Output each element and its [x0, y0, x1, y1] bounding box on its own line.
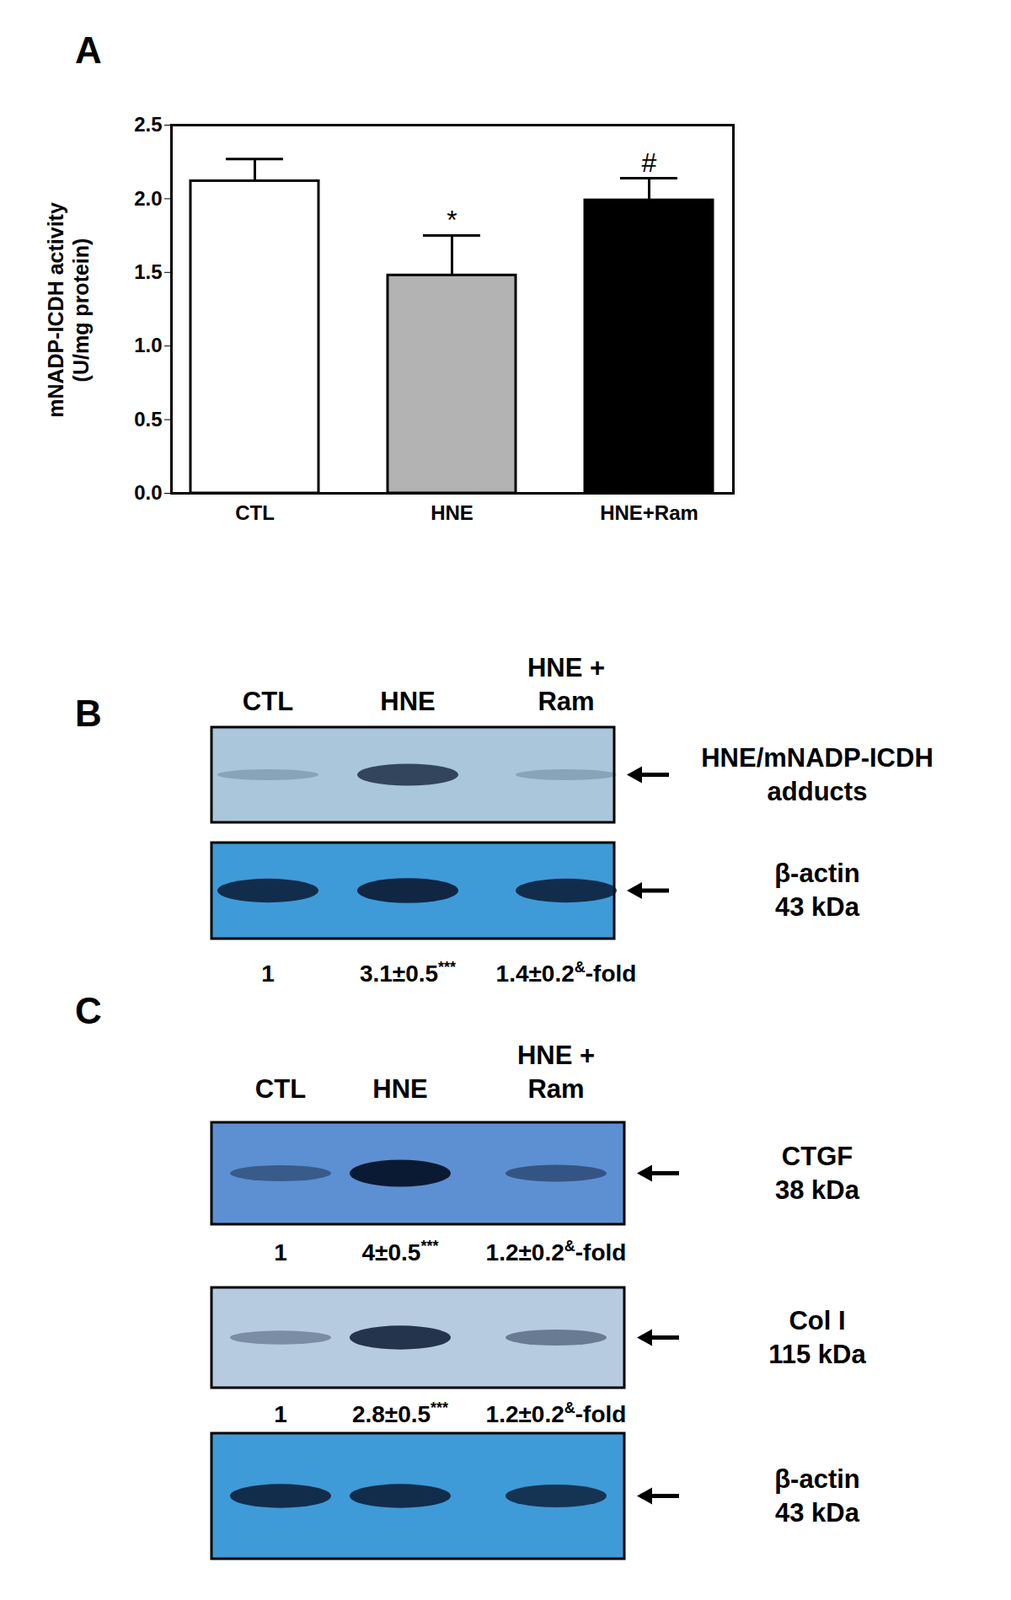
svg-text:CTL: CTL	[235, 501, 275, 525]
svg-text:2.8±0.5***: 2.8±0.5***	[352, 1399, 449, 1428]
svg-text:CTL: CTL	[255, 1074, 306, 1104]
svg-text:3.1±0.5***: 3.1±0.5***	[359, 958, 456, 987]
svg-text:C: C	[74, 989, 102, 1032]
svg-text:*: *	[446, 204, 457, 236]
svg-text:A: A	[74, 29, 102, 71]
svg-text:β-actin43 kDa: β-actin43 kDa	[774, 1464, 861, 1528]
svg-text:CTL: CTL	[242, 686, 294, 717]
svg-text:1: 1	[261, 960, 275, 987]
svg-text:0.5: 0.5	[133, 407, 162, 431]
svg-text:1.0: 1.0	[133, 333, 162, 357]
svg-text:HNE +Ram: HNE +Ram	[527, 652, 605, 717]
svg-text:β-actin43 kDa: β-actin43 kDa	[774, 858, 861, 922]
svg-text:1.2±0.2&-fold: 1.2±0.2&-fold	[486, 1399, 627, 1428]
svg-text:4±0.5***: 4±0.5***	[362, 1237, 439, 1266]
svg-text:2.5: 2.5	[133, 112, 162, 136]
svg-text:1: 1	[273, 1239, 288, 1266]
svg-text:B: B	[74, 692, 102, 734]
svg-text:HNE: HNE	[372, 1074, 428, 1104]
svg-text:1.5: 1.5	[133, 260, 162, 284]
svg-text:0.0: 0.0	[133, 481, 162, 504]
svg-text:CTGF38 kDa: CTGF38 kDa	[775, 1141, 861, 1205]
svg-text:2.0: 2.0	[133, 187, 162, 210]
svg-text:HNE: HNE	[430, 501, 474, 525]
svg-text:HNE+Ram: HNE+Ram	[599, 501, 699, 525]
svg-text:HNE +Ram: HNE +Ram	[517, 1040, 595, 1104]
svg-text:HNE: HNE	[379, 686, 435, 717]
svg-text:HNE/mNADP-ICDHadducts: HNE/mNADP-ICDHadducts	[700, 743, 934, 807]
svg-text:1.4±0.2&-fold: 1.4±0.2&-fold	[496, 958, 637, 987]
svg-text:1: 1	[273, 1401, 288, 1428]
svg-text:mNADP-ICDH activity(U/mg prote: mNADP-ICDH activity(U/mg protein)	[43, 202, 93, 418]
svg-text:1.2±0.2&-fold: 1.2±0.2&-fold	[486, 1237, 627, 1266]
svg-text:#: #	[641, 147, 658, 178]
svg-text:Col I115 kDa: Col I115 kDa	[768, 1305, 867, 1370]
